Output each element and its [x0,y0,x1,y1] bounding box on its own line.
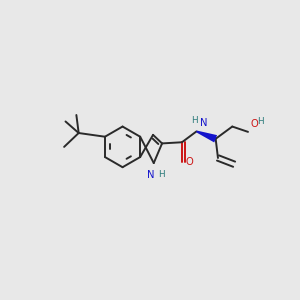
Text: H: H [158,170,164,179]
Text: H: H [257,117,263,126]
Text: H: H [191,116,198,125]
Text: N: N [200,118,208,128]
Text: O: O [185,157,193,167]
Text: N: N [147,170,155,180]
Polygon shape [196,130,217,142]
Text: O: O [250,118,258,129]
